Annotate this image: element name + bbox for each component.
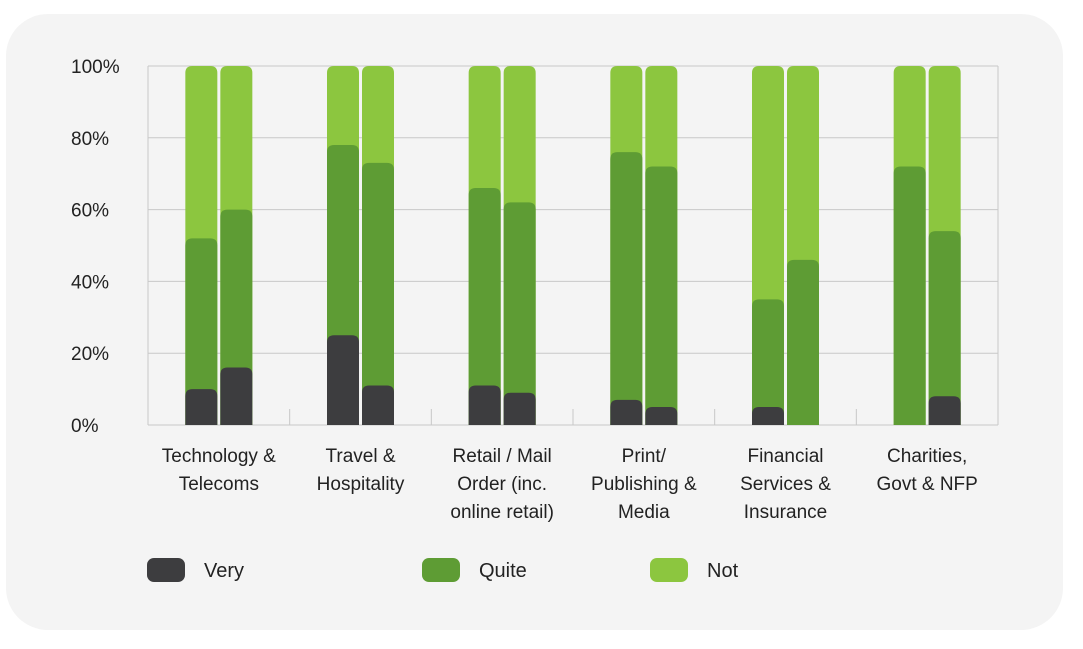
x-category-label: Financial Services & Insurance	[740, 446, 831, 523]
axes: 0% 20% 40% 60% 80% 100% Technology & Telecoms Tr…	[71, 57, 978, 523]
bar-segment-quite	[645, 166, 678, 425]
bar-segment-quite	[185, 238, 218, 425]
bar-segment-very	[220, 367, 253, 425]
bar-segment-very	[645, 407, 678, 425]
y-tick-label: 40%	[71, 272, 109, 293]
legend: Very Quite Not	[147, 558, 739, 582]
grid-lines	[147, 65, 999, 426]
bar-segment-quite	[752, 299, 784, 425]
legend-label-very: Very	[204, 560, 244, 582]
x-category-label: Retail / Mail Order (inc. online retail)	[450, 446, 554, 523]
y-tick-label: 20%	[71, 344, 109, 365]
bar-segment-quite	[787, 259, 819, 425]
x-category-label: Print/Publishing & Media	[591, 446, 697, 523]
bar-segment-very	[928, 396, 961, 425]
bar-segment-very	[610, 399, 643, 425]
bar-segment-very	[503, 392, 536, 425]
legend-swatch-not	[650, 558, 688, 582]
y-tick-label: 100%	[71, 57, 120, 78]
legend-label-not: Not	[707, 560, 739, 582]
legend-label-quite: Quite	[479, 560, 527, 582]
bar-segment-quite	[362, 162, 394, 425]
bar-segment-quite	[928, 231, 961, 425]
bar-segment-quite	[893, 166, 926, 425]
y-tick-label: 60%	[71, 201, 109, 222]
bar-segment-quite	[468, 188, 501, 425]
bar-segment-very	[185, 389, 218, 425]
legend-swatch-quite	[422, 558, 460, 582]
x-category-label: Charities, Govt & NFP	[876, 446, 977, 495]
legend-swatch-very	[147, 558, 185, 582]
bar-segment-quite	[610, 152, 643, 425]
bars	[185, 66, 961, 426]
y-tick-label: 80%	[71, 129, 109, 150]
x-category-label: Technology & Telecoms	[162, 446, 276, 495]
bar-segment-very	[752, 407, 784, 425]
bar-segment-very	[327, 335, 359, 425]
y-tick-label: 0%	[71, 416, 99, 437]
x-category-label: Travel & Hospitality	[317, 446, 405, 495]
bar-segment-very	[362, 385, 394, 425]
bar-segment-very	[468, 385, 501, 425]
bar-segment-quite	[503, 202, 536, 425]
